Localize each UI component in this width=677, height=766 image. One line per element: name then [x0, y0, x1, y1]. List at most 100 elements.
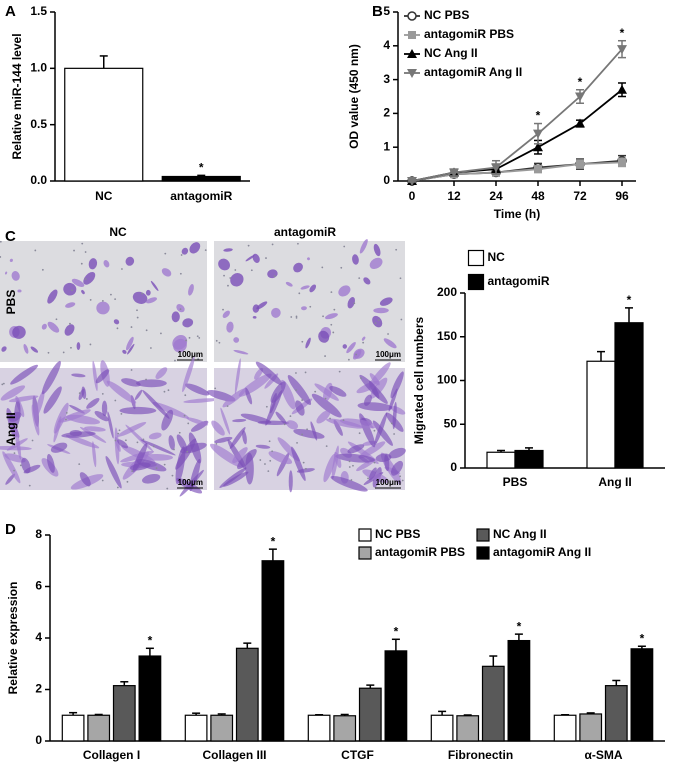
cell — [229, 427, 246, 449]
cell — [117, 421, 147, 437]
pore — [84, 251, 87, 253]
cell — [335, 453, 375, 463]
y-axis-title: OD value (450 nm) — [347, 44, 361, 149]
cell — [10, 364, 38, 385]
error-bar — [197, 174, 206, 177]
x-tick-label: 24 — [489, 189, 503, 203]
cell — [30, 346, 39, 353]
pore — [130, 369, 133, 371]
cell — [53, 416, 62, 443]
bar — [64, 67, 144, 182]
cell — [300, 285, 310, 290]
cell — [359, 374, 388, 404]
pore — [171, 474, 174, 477]
pore — [178, 431, 181, 434]
cell — [21, 457, 31, 474]
cell — [309, 284, 317, 293]
legend-swatch — [358, 546, 372, 560]
x-tick-label: Collagen I — [83, 748, 140, 762]
cell — [132, 291, 148, 304]
cell — [179, 469, 204, 497]
significance: * — [271, 534, 276, 548]
bar — [456, 715, 480, 742]
error-bar — [391, 638, 400, 651]
cell — [347, 444, 365, 454]
y-tick-label: 0 — [35, 733, 42, 747]
error-bar — [514, 633, 523, 641]
x-tick-label: 0 — [409, 189, 416, 203]
cell — [17, 289, 22, 293]
pore — [399, 277, 402, 280]
cell — [255, 361, 283, 386]
cell — [182, 356, 195, 393]
cell — [222, 471, 249, 487]
pore — [78, 392, 81, 395]
x-tick-label: NC — [95, 189, 113, 203]
pore — [324, 355, 326, 357]
error-bar — [597, 350, 605, 362]
pore — [89, 343, 92, 346]
marker — [407, 177, 417, 186]
error-bar — [525, 447, 533, 451]
cell — [79, 472, 91, 487]
cell — [334, 452, 342, 468]
cell — [86, 398, 100, 409]
x-axis-title: Time (h) — [494, 207, 540, 221]
pore — [223, 274, 225, 277]
cell — [390, 371, 404, 399]
significance: * — [394, 624, 399, 638]
cell — [363, 277, 371, 285]
cell — [126, 336, 134, 351]
cell — [311, 393, 342, 418]
micrograph — [214, 239, 405, 362]
cell — [184, 383, 210, 396]
y-tick-label: 0 — [383, 173, 390, 187]
bar — [586, 360, 616, 469]
pore — [290, 316, 293, 318]
cell — [329, 386, 347, 397]
cell — [222, 388, 247, 408]
legend-swatch — [467, 273, 485, 291]
pore — [65, 418, 67, 421]
cell — [188, 432, 202, 464]
cell — [325, 313, 338, 320]
pore — [301, 340, 304, 343]
pore — [110, 293, 112, 296]
significance: * — [640, 631, 645, 645]
cell — [388, 388, 398, 412]
y-tick-label: 200 — [437, 285, 457, 299]
cell — [41, 360, 61, 395]
y-tick-label: 4 — [383, 38, 390, 52]
cell — [88, 258, 98, 270]
cell — [103, 260, 110, 268]
pore — [215, 442, 218, 445]
cell — [379, 297, 393, 306]
pore — [338, 370, 341, 373]
legend-label: antagomiR — [488, 274, 550, 288]
pore — [222, 308, 224, 311]
pore — [314, 390, 317, 393]
cell — [2, 451, 21, 484]
cell — [305, 337, 311, 349]
cell — [232, 418, 247, 423]
marker — [617, 84, 627, 94]
cell — [245, 255, 255, 262]
cell — [338, 285, 351, 297]
legend-swatch — [476, 546, 490, 560]
x-tick-label: CTGF — [341, 748, 374, 762]
pore — [136, 441, 139, 444]
bar — [61, 714, 85, 742]
cell — [286, 420, 298, 430]
pore — [155, 467, 158, 470]
error-bar — [340, 713, 349, 716]
significance: * — [620, 26, 625, 40]
cell — [383, 338, 397, 349]
cell — [390, 460, 404, 476]
cell — [95, 369, 110, 384]
pore — [393, 433, 396, 435]
cell — [50, 442, 68, 453]
error-bar — [625, 307, 633, 323]
cell — [43, 386, 62, 414]
bar — [333, 715, 357, 742]
y-axis-title: Relative miR-144 level — [10, 33, 24, 159]
